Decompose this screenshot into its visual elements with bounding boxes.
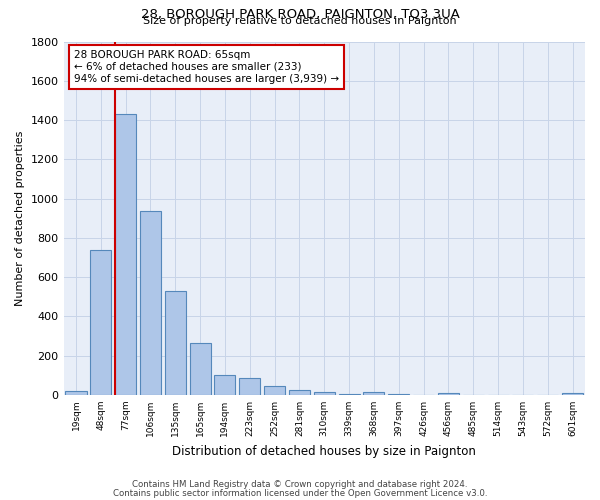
Bar (314, 392, 335, 395)
Bar (338, 394, 359, 395)
Text: Contains HM Land Registry data © Crown copyright and database right 2024.: Contains HM Land Registry data © Crown c… (132, 480, 468, 489)
X-axis label: Distribution of detached houses by size in Paignton: Distribution of detached houses by size … (172, 444, 476, 458)
Bar (264, 386, 285, 395)
Text: Contains public sector information licensed under the Open Government Licence v3: Contains public sector information licen… (113, 488, 487, 498)
Text: 28 BOROUGH PARK ROAD: 65sqm
← 6% of detached houses are smaller (233)
94% of sem: 28 BOROUGH PARK ROAD: 65sqm ← 6% of deta… (74, 50, 339, 84)
Bar (289, 390, 310, 395)
Bar (140, 212, 161, 395)
Bar (364, 392, 385, 395)
Bar (239, 378, 260, 395)
Bar (65, 391, 86, 395)
Bar (190, 343, 211, 395)
Bar (562, 392, 583, 395)
Bar (165, 291, 186, 395)
Text: 28, BOROUGH PARK ROAD, PAIGNTON, TQ3 3UA: 28, BOROUGH PARK ROAD, PAIGNTON, TQ3 3UA (140, 8, 460, 20)
Bar (90, 250, 112, 395)
Bar (388, 394, 409, 395)
Bar (214, 374, 235, 395)
Bar (438, 393, 459, 395)
Bar (115, 114, 136, 395)
Text: Size of property relative to detached houses in Paignton: Size of property relative to detached ho… (143, 16, 457, 26)
Y-axis label: Number of detached properties: Number of detached properties (15, 130, 25, 306)
